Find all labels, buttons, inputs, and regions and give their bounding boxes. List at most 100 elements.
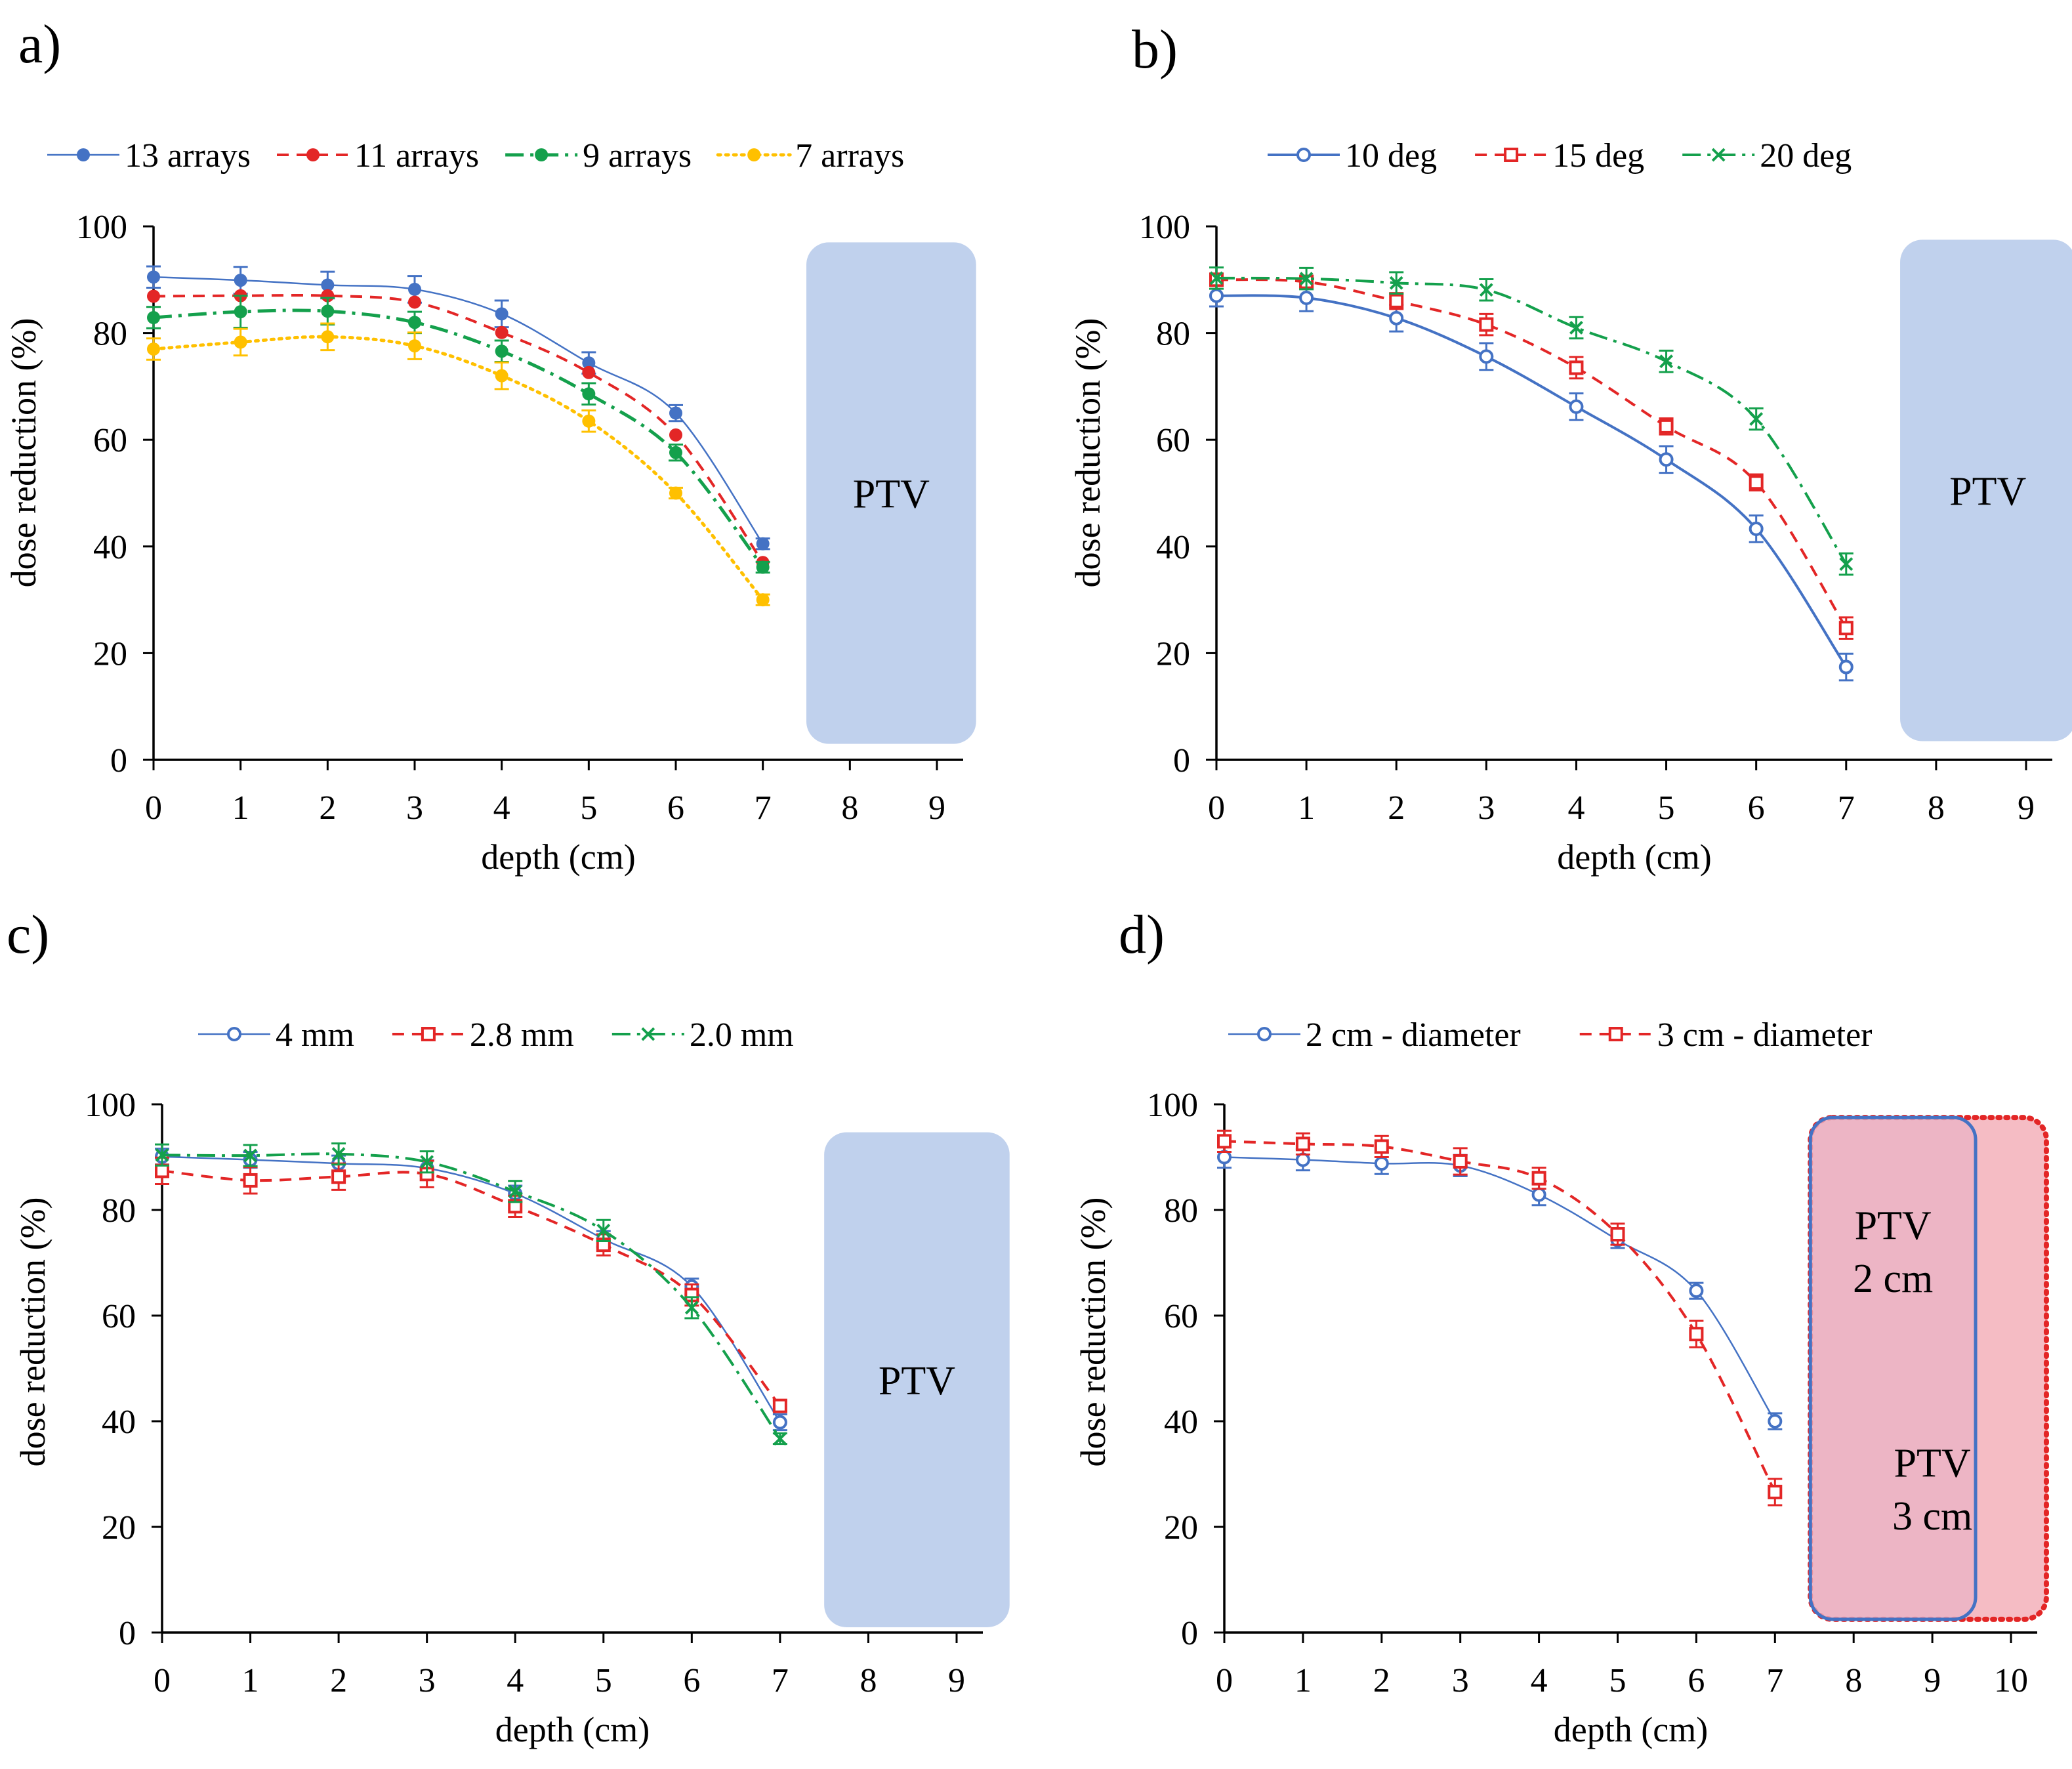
y-tick-label: 40 (93, 529, 127, 566)
data-point (147, 289, 160, 303)
data-point (756, 560, 770, 574)
legend-swatch-marker (641, 1027, 655, 1041)
x-tick-label: 2 (1373, 1662, 1390, 1699)
x-tick-label: 4 (1567, 789, 1585, 827)
legend-swatch-marker (535, 148, 549, 161)
x-tick-label: 4 (1531, 1662, 1548, 1699)
x-tick-label: 7 (1766, 1662, 1783, 1699)
x-axis-title: depth (cm) (1557, 837, 1711, 877)
y-tick-label: 20 (93, 635, 127, 673)
x-tick-label: 4 (507, 1662, 524, 1699)
x-tick-label: 9 (928, 789, 945, 827)
legend-swatch-marker (1296, 148, 1311, 162)
data-point (243, 1148, 257, 1163)
legend-swatch-marker (1608, 1027, 1623, 1041)
data-point (756, 537, 770, 551)
y-tick-label: 40 (1156, 529, 1190, 566)
y-axis-title: dose reduction (%) (1068, 318, 1108, 588)
data-point (495, 307, 508, 321)
series-line (153, 308, 764, 569)
x-tick-label: 10 (1994, 1662, 2028, 1699)
ptv-region-1 (824, 1132, 1010, 1627)
legend: 13 arrays 11 arrays 9 arrays 7 arrays (47, 137, 904, 175)
x-tick-label: 3 (406, 789, 423, 827)
ptv-label-size: 2 cm (1853, 1257, 1933, 1301)
data-point (1299, 272, 1314, 286)
data-point (508, 1184, 522, 1199)
data-point (495, 369, 508, 383)
x-axis-title: depth (cm) (1554, 1710, 1708, 1749)
x-tick-label: 0 (1216, 1662, 1233, 1699)
legend-item: 7 arrays (716, 137, 904, 175)
x-tick-label: 8 (860, 1662, 877, 1699)
data-point (1749, 521, 1764, 536)
data-point (1479, 317, 1494, 332)
legend-swatch-marker (1257, 1027, 1272, 1041)
legend-item: 2.0 mm (611, 1016, 794, 1054)
data-point (495, 325, 508, 339)
y-tick-label: 60 (1164, 1298, 1198, 1335)
data-point (772, 1398, 787, 1413)
series-2-cm-diameter (1217, 1145, 1783, 1430)
legend-item: 3 cm - diameter (1579, 1016, 1873, 1054)
legend-swatch-marker (227, 1027, 241, 1041)
data-point (1217, 1134, 1232, 1149)
series-line (1224, 1140, 1777, 1493)
data-point (772, 1415, 787, 1430)
panel-label: a) (18, 14, 61, 75)
data-point (773, 1432, 787, 1446)
data-point (331, 1169, 346, 1184)
x-tick-label: 0 (154, 1662, 171, 1699)
legend-label: 20 deg (1760, 137, 1852, 175)
x-tick-label: 8 (1845, 1662, 1862, 1699)
data-point (408, 316, 421, 329)
data-point (155, 1163, 169, 1178)
data-point (1838, 659, 1854, 675)
y-axis-title: dose reduction (%) (4, 318, 43, 588)
data-point (1209, 288, 1224, 303)
data-point (1389, 310, 1404, 325)
x-tick-label: 8 (1928, 789, 1945, 827)
data-point (1374, 1156, 1389, 1171)
data-point (1689, 1327, 1704, 1342)
y-tick-label: 100 (1147, 1087, 1198, 1124)
y-tick-label: 0 (1173, 742, 1190, 780)
data-point (1689, 1283, 1704, 1299)
legend-swatch-marker (1711, 148, 1726, 162)
series-20-deg (1209, 266, 1854, 576)
data-point (1569, 321, 1583, 335)
legend-swatch-marker (1504, 148, 1519, 162)
x-tick-label: 6 (1748, 789, 1765, 827)
data-point (1838, 621, 1854, 636)
chart-panel-1: a) PTV 0 1 2 3 4 5 6 7 8 9 0 20 40 60 80 100 depth (cm) dos… (4, 14, 976, 877)
x-tick-label: 1 (242, 1662, 259, 1699)
y-tick-label: 80 (1156, 316, 1190, 353)
x-tick-label: 8 (841, 789, 858, 827)
data-point (1569, 360, 1584, 375)
series-line (153, 293, 764, 564)
data-point (1479, 349, 1494, 364)
data-point (408, 339, 421, 353)
x-tick-label: 6 (1688, 1662, 1705, 1699)
y-tick-label: 60 (93, 422, 127, 459)
data-point (1374, 1139, 1389, 1154)
data-point (1453, 1154, 1468, 1169)
y-tick-label: 20 (1164, 1509, 1198, 1547)
data-point (1531, 1171, 1546, 1186)
chart-panel-2: b) PTV 0 1 2 3 4 5 6 7 8 9 0 20 40 60 80 100 depth (cm) dos… (1068, 19, 2072, 877)
legend-label: 7 arrays (795, 137, 904, 175)
ptv-label: PTV (853, 472, 930, 517)
y-axis-title: dose reduction (%) (1073, 1197, 1113, 1467)
data-point (408, 282, 421, 296)
ptv-label: PTV (1894, 1442, 1971, 1486)
x-tick-label: 5 (595, 1662, 612, 1699)
legend-item: 20 deg (1682, 137, 1852, 175)
legend-label: 2.0 mm (690, 1016, 794, 1054)
panel-label: b) (1132, 19, 1178, 80)
data-point (234, 305, 247, 319)
legend-item: 9 arrays (505, 137, 692, 175)
legend-label: 3 cm - diameter (1657, 1016, 1873, 1054)
legend: 4 mm 2.8 mm 2.0 mm (198, 1016, 794, 1054)
data-point (582, 414, 596, 428)
